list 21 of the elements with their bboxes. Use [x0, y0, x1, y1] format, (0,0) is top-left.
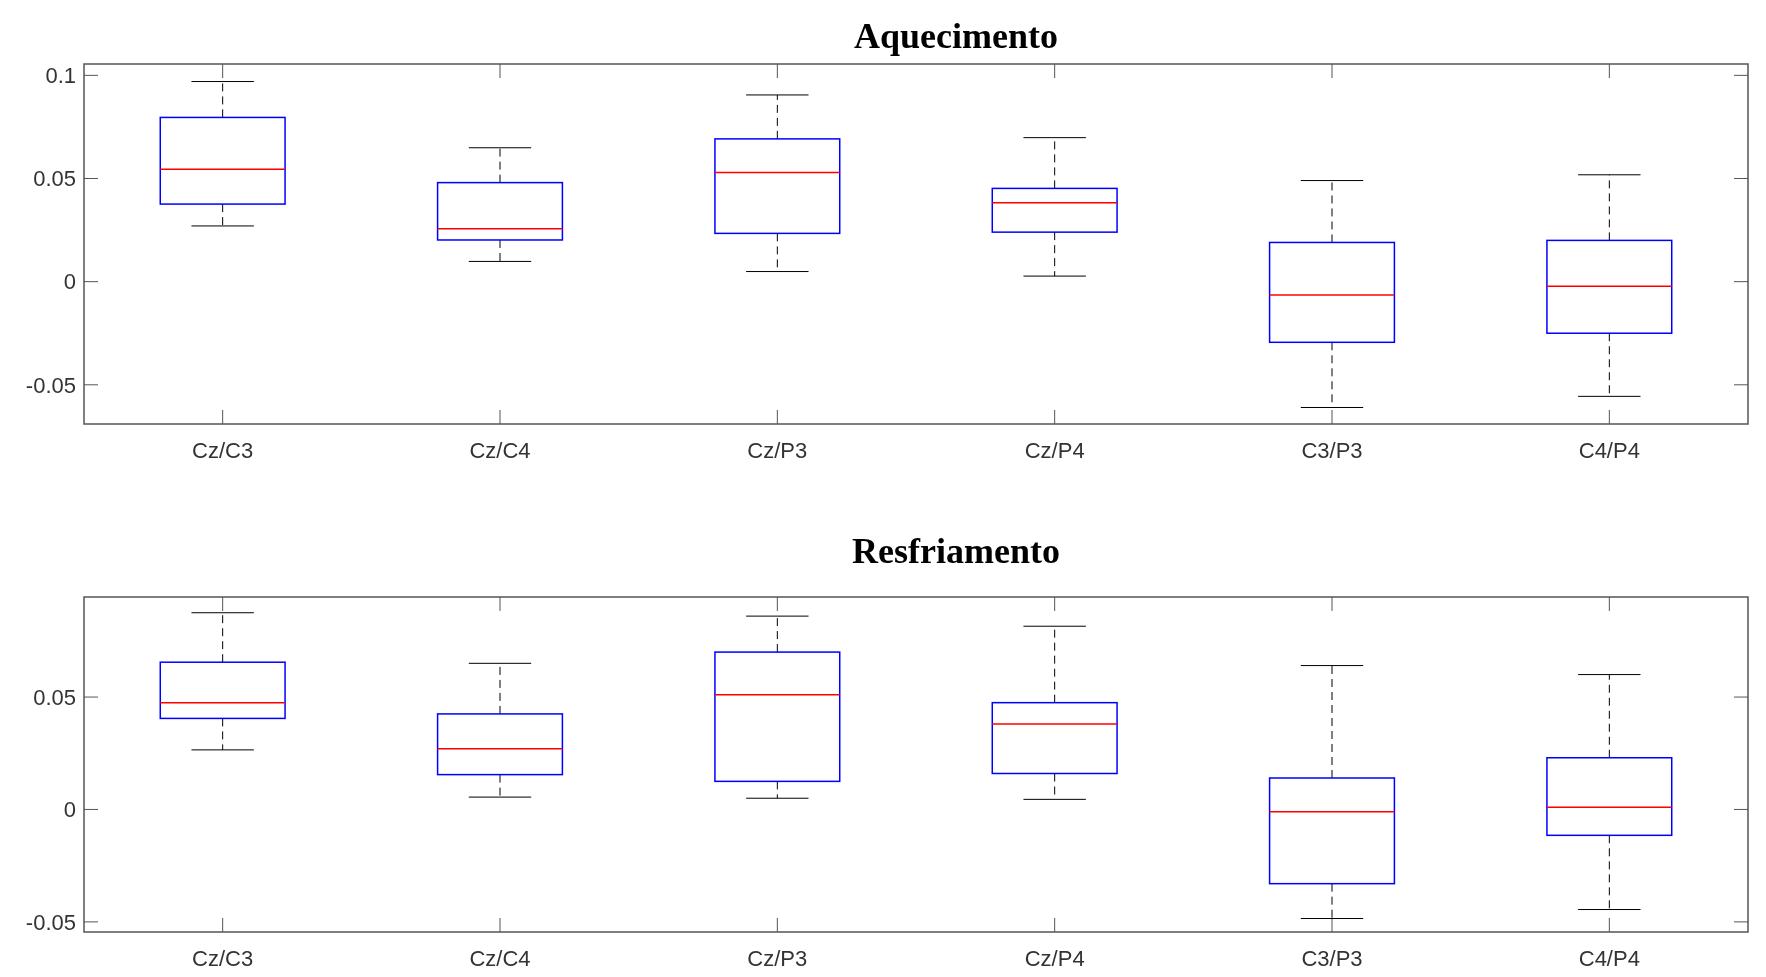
x-tick-label: Cz/C4 [469, 438, 531, 463]
y-tick-label: -0.05 [25, 909, 76, 935]
x-tick-label: Cz/P3 [747, 946, 808, 971]
x-tick-label: Cz/P4 [1024, 946, 1085, 971]
x-tick-label: C3/P3 [1301, 438, 1363, 463]
y-tick-label: 0.05 [33, 166, 76, 192]
chart-title: Aquecimento [854, 16, 1058, 56]
y-tick-label: 0.05 [33, 684, 76, 710]
x-tick-label: C4/P4 [1578, 438, 1640, 463]
x-tick-label: Cz/P3 [747, 438, 808, 463]
x-tick-label: Cz/C3 [192, 438, 254, 463]
x-tick-label: Cz/C4 [469, 946, 531, 971]
x-tick-label: Cz/P4 [1024, 438, 1085, 463]
x-tick-label: C4/P4 [1578, 946, 1640, 971]
y-tick-label: 0.1 [45, 63, 76, 89]
chart-title: Resfriamento [852, 531, 1060, 571]
y-tick-label: 0 [63, 269, 76, 295]
x-tick-label: Cz/C3 [192, 946, 254, 971]
y-tick-label: -0.05 [25, 372, 76, 398]
x-tick-label: C3/P3 [1301, 946, 1363, 971]
y-tick-label: 0 [63, 797, 76, 823]
